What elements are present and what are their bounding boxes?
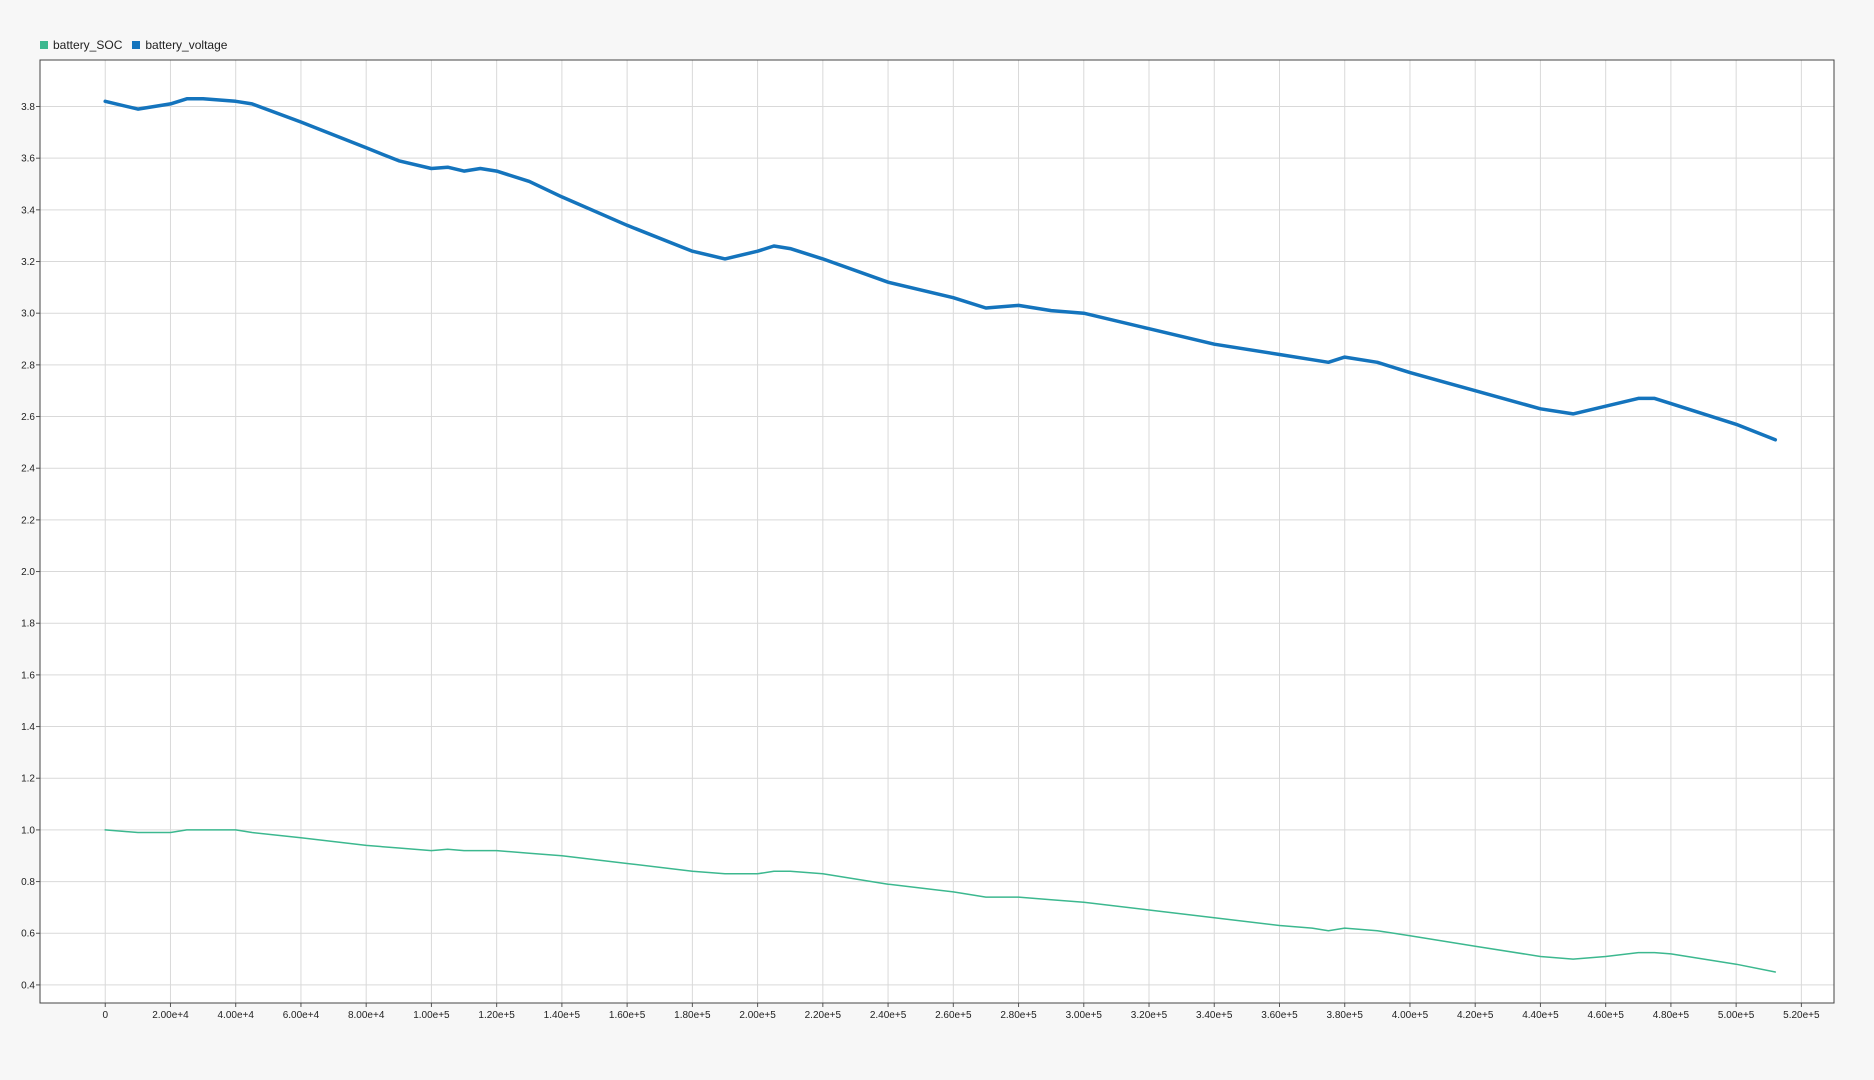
y-tick-label: 1.2 bbox=[21, 774, 35, 785]
x-tick-label: 5.00e+5 bbox=[1718, 1010, 1755, 1021]
x-tick-label: 1.40e+5 bbox=[544, 1010, 581, 1021]
x-tick-label: 4.00e+4 bbox=[217, 1010, 254, 1021]
x-tick-label: 8.00e+4 bbox=[348, 1010, 385, 1021]
x-tick-label: 2.00e+4 bbox=[152, 1010, 189, 1021]
x-tick-label: 2.20e+5 bbox=[805, 1010, 842, 1021]
y-tick-label: 3.2 bbox=[21, 257, 35, 268]
x-tick-label: 6.00e+4 bbox=[283, 1010, 320, 1021]
plot-border bbox=[39, 59, 1835, 1004]
series-line-battery-soc bbox=[104, 829, 1777, 973]
x-tick-label: 1.80e+5 bbox=[674, 1010, 711, 1021]
x-tick-label: 2.80e+5 bbox=[1000, 1010, 1037, 1021]
y-tick-label: 0.4 bbox=[21, 980, 35, 991]
legend-label-battery-soc: battery_SOC bbox=[53, 38, 123, 52]
y-tick-label: 3.4 bbox=[21, 205, 35, 216]
legend-item-battery-soc[interactable]: battery_SOC bbox=[40, 38, 122, 52]
x-tick-label: 2.60e+5 bbox=[935, 1010, 972, 1021]
y-tick-label: 1.0 bbox=[21, 825, 35, 836]
chart-legend: battery_SOC battery_voltage bbox=[40, 38, 227, 52]
y-tick-label: 2.6 bbox=[21, 412, 35, 423]
x-tick-label: 2.00e+5 bbox=[739, 1010, 776, 1021]
x-tick-label: 3.60e+5 bbox=[1261, 1010, 1298, 1021]
y-tick-label: 0.6 bbox=[21, 929, 35, 940]
y-tick-label: 1.8 bbox=[21, 619, 35, 630]
series-line-battery-voltage bbox=[103, 97, 1778, 442]
x-tick-label: 4.60e+5 bbox=[1587, 1010, 1624, 1021]
legend-item-battery-voltage[interactable]: battery_voltage bbox=[132, 38, 227, 52]
y-tick-label: 2.8 bbox=[21, 360, 35, 371]
y-tick-label: 3.6 bbox=[21, 154, 35, 165]
legend-label-battery-voltage: battery_voltage bbox=[145, 38, 228, 52]
y-tick-label: 3.0 bbox=[21, 309, 35, 320]
x-tick-label: 4.20e+5 bbox=[1457, 1010, 1494, 1021]
y-tick-label: 2.0 bbox=[21, 567, 35, 578]
x-tick-label: 4.80e+5 bbox=[1653, 1010, 1690, 1021]
plot-area bbox=[40, 60, 1834, 1003]
x-tick-label: 3.00e+5 bbox=[1066, 1010, 1103, 1021]
y-tick-label: 1.4 bbox=[21, 722, 35, 733]
y-tick-label: 1.6 bbox=[21, 670, 35, 681]
x-tick-label: 1.00e+5 bbox=[413, 1010, 450, 1021]
x-tick-label: 3.40e+5 bbox=[1196, 1010, 1233, 1021]
x-tick-label: 4.40e+5 bbox=[1522, 1010, 1559, 1021]
x-tick-label: 0 bbox=[102, 1010, 108, 1021]
legend-swatch-battery-soc bbox=[40, 41, 48, 49]
x-tick-label: 5.20e+5 bbox=[1783, 1010, 1820, 1021]
x-tick-label: 1.60e+5 bbox=[609, 1010, 646, 1021]
x-tick-label: 2.40e+5 bbox=[870, 1010, 907, 1021]
y-tick-label: 2.4 bbox=[21, 464, 35, 475]
x-tick-label: 3.80e+5 bbox=[1327, 1010, 1364, 1021]
legend-swatch-battery-voltage bbox=[132, 41, 141, 49]
x-tick-label: 1.20e+5 bbox=[478, 1010, 515, 1021]
x-tick-label: 3.20e+5 bbox=[1131, 1010, 1168, 1021]
y-tick-label: 2.2 bbox=[21, 515, 35, 526]
y-tick-label: 0.8 bbox=[21, 877, 35, 888]
x-tick-label: 4.00e+5 bbox=[1392, 1010, 1429, 1021]
y-tick-label: 3.8 bbox=[21, 102, 35, 113]
